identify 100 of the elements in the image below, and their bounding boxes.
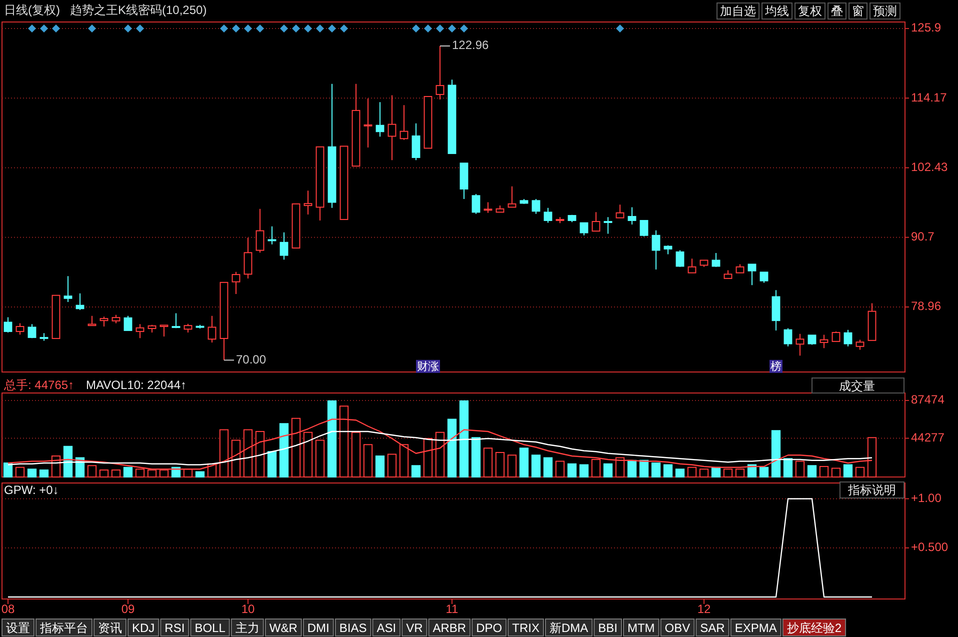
bar — [315, 440, 325, 478]
y-tick-label: 114.17 — [911, 90, 948, 104]
text: 资讯 — [98, 621, 122, 635]
bar — [603, 463, 613, 478]
annotation: 财涨 — [417, 360, 439, 373]
text: MAVOL10: 22044↑ — [86, 378, 187, 392]
x-tick-label: 09 — [121, 602, 135, 616]
text: 加自选 — [720, 4, 756, 18]
chart-subtitle: 趋势之王K线密码(10,250) — [70, 3, 207, 17]
bar — [651, 462, 661, 478]
bar — [387, 454, 397, 478]
y-tick-label: 90.7 — [911, 230, 935, 244]
bar — [279, 423, 289, 478]
bar — [675, 468, 685, 478]
text: 叠 — [831, 4, 843, 18]
text: SAR — [700, 621, 726, 635]
text: BOLL — [194, 621, 226, 635]
bar — [15, 466, 25, 478]
bar — [411, 465, 421, 478]
bar — [843, 464, 853, 478]
text: W&R — [269, 621, 298, 635]
chart-title: 日线(复权) — [4, 3, 60, 17]
text: EXPMA — [734, 621, 777, 635]
x-tick-label: 10 — [241, 602, 255, 616]
bar — [471, 437, 481, 478]
bar — [363, 444, 373, 478]
bar — [711, 466, 721, 478]
annotation: 122.96 — [452, 38, 490, 52]
bar — [63, 446, 73, 478]
text: RSI — [164, 621, 185, 635]
text: MTM — [627, 621, 655, 635]
text: ARBR — [432, 621, 466, 635]
y-tick-label: 78.96 — [911, 299, 942, 314]
line-series — [7, 430, 873, 466]
bar — [531, 454, 541, 478]
text: TRIX — [512, 621, 540, 635]
bar — [123, 466, 133, 478]
bar — [639, 460, 649, 478]
bar — [543, 457, 553, 478]
x-tick-label: 12 — [697, 602, 711, 616]
y-tick-label: 125.9 — [911, 20, 942, 35]
bar — [195, 471, 205, 478]
bar — [327, 400, 337, 478]
bar — [447, 418, 457, 478]
bar — [39, 470, 49, 478]
y-tick-label: +0.500 — [911, 540, 948, 554]
bar — [795, 460, 805, 478]
bar — [111, 470, 121, 478]
text: 主力 — [235, 621, 260, 635]
annotation: 成交量 — [839, 379, 875, 393]
bar — [507, 454, 517, 478]
text: VR — [406, 621, 424, 635]
text: BIAS — [339, 621, 367, 635]
bar — [555, 460, 565, 478]
bar — [483, 448, 493, 478]
y-tick-label: +1.00 — [911, 490, 942, 505]
annotation: 指标说明 — [847, 483, 896, 497]
text: 均线 — [764, 4, 789, 18]
bar — [351, 432, 361, 478]
bar — [855, 466, 865, 478]
y-tick-label: 87474 — [911, 392, 945, 407]
bar — [495, 452, 505, 478]
text: 复权 — [798, 4, 822, 18]
text: 新DMA — [549, 621, 588, 635]
bar — [27, 468, 37, 478]
text: KDJ — [132, 621, 155, 635]
bar — [819, 466, 829, 478]
text: 指标平台 — [39, 621, 88, 635]
x-tick-label: 08 — [1, 602, 15, 616]
annotation: 70.00 — [236, 352, 266, 366]
y-tick-label: 102.43 — [911, 160, 948, 174]
text: ASI — [376, 621, 396, 635]
text: OBV — [664, 621, 690, 635]
bar — [783, 458, 793, 478]
annotation: GPW: +0↓ — [4, 483, 59, 497]
bar — [831, 468, 841, 478]
bar — [375, 456, 385, 478]
bar — [627, 460, 637, 478]
bar — [807, 465, 817, 478]
x-tick-label: 11 — [446, 602, 459, 616]
bar — [771, 430, 781, 478]
bar — [3, 462, 13, 478]
bar — [99, 470, 109, 478]
bar — [519, 448, 529, 478]
bar — [759, 466, 769, 478]
y-tick-label: 44277 — [911, 430, 945, 444]
bar — [87, 465, 97, 478]
annotation: 榜 — [770, 360, 782, 373]
text: 总手: 44765↑ — [3, 378, 74, 392]
bar — [579, 464, 589, 478]
text: 设置 — [6, 621, 30, 635]
text: DPO — [476, 621, 502, 635]
bar — [459, 400, 469, 478]
text: DMI — [307, 621, 330, 635]
bar — [663, 464, 673, 478]
text: 预测 — [873, 4, 897, 18]
text: 抄底经验2 — [786, 621, 842, 635]
text: BBI — [598, 621, 618, 635]
bar — [267, 451, 277, 478]
text: 窗 — [852, 4, 864, 18]
